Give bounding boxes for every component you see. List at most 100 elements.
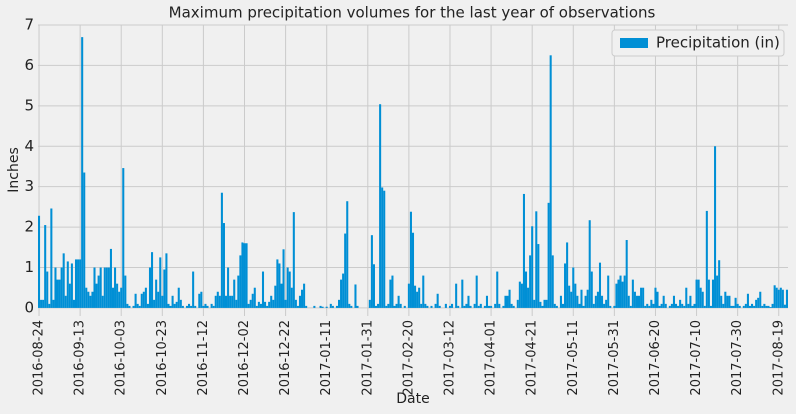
bar (68, 283, 71, 308)
bar (783, 304, 786, 308)
bar (607, 275, 610, 308)
bar (664, 303, 667, 308)
bar (116, 283, 119, 308)
bar (461, 279, 464, 308)
bar (748, 305, 752, 308)
bar (732, 305, 735, 308)
bar (151, 252, 154, 308)
bar (114, 267, 117, 308)
bar (586, 289, 589, 308)
bar (545, 299, 548, 308)
bar (763, 303, 766, 308)
bar (594, 295, 597, 308)
bar (601, 295, 604, 308)
bar (434, 303, 437, 308)
bar (111, 287, 115, 308)
bar (124, 275, 127, 308)
bar (640, 287, 643, 308)
x-tick-label: 2016-11-12 (196, 320, 211, 396)
bar (757, 297, 760, 308)
bar (584, 295, 587, 308)
bar (621, 281, 624, 308)
bar (496, 271, 499, 308)
bar (746, 293, 749, 308)
bar (753, 305, 756, 308)
bar (132, 305, 135, 308)
x-tick-label: 2017-02-20 (401, 320, 416, 396)
x-tick-label: 2017-03-12 (442, 320, 457, 396)
bar (292, 212, 295, 308)
bar (305, 305, 308, 308)
legend-swatch (620, 38, 648, 48)
bar (344, 233, 347, 308)
bar (672, 295, 675, 308)
bar (126, 303, 129, 308)
bar (623, 275, 626, 308)
bar (79, 259, 82, 308)
chart-title: Maximum precipitation volumes for the la… (169, 4, 656, 22)
bar (761, 305, 764, 308)
bar (70, 263, 73, 308)
bar (531, 226, 534, 308)
bar (522, 193, 525, 308)
bar (681, 303, 684, 308)
bar (251, 293, 254, 308)
bar (194, 305, 197, 308)
bar (570, 291, 573, 308)
bar (249, 299, 252, 308)
bar (42, 299, 45, 308)
bar (506, 295, 509, 308)
bar (165, 253, 168, 308)
bar (679, 299, 682, 308)
bar (387, 303, 390, 308)
bar (241, 242, 244, 308)
bar (638, 295, 641, 308)
bar (596, 291, 599, 308)
bar (469, 305, 472, 308)
bar (403, 305, 406, 308)
bar (605, 299, 608, 308)
bar (368, 299, 371, 308)
bar (179, 299, 182, 308)
bar (502, 305, 505, 308)
bar (91, 291, 94, 308)
bar (58, 279, 61, 308)
bar (769, 307, 772, 308)
bar (245, 243, 248, 308)
y-tick-label: 4 (24, 137, 34, 155)
bar (473, 303, 476, 308)
bar (389, 279, 392, 308)
bar (426, 305, 429, 308)
y-tick-label: 6 (24, 56, 34, 74)
x-tick-label: 2017-01-11 (319, 320, 334, 396)
bar (718, 260, 721, 308)
bar (268, 301, 271, 308)
bar (691, 305, 694, 308)
bar (689, 295, 692, 308)
bar (286, 267, 289, 308)
bar (95, 283, 98, 308)
bar (625, 240, 628, 308)
bar (714, 146, 717, 308)
bar (716, 275, 719, 308)
bar (580, 289, 583, 308)
bar (198, 293, 201, 308)
bar (321, 306, 324, 308)
bar (566, 242, 569, 308)
bar (701, 291, 704, 308)
bar (724, 291, 727, 308)
bar (190, 305, 193, 308)
bar (175, 301, 178, 308)
bar (212, 305, 215, 308)
bar (206, 305, 209, 308)
bar (107, 267, 110, 308)
bar (243, 243, 246, 308)
bar (224, 295, 228, 308)
bar (709, 305, 712, 308)
bar (350, 305, 353, 308)
bar (301, 289, 304, 308)
bar (650, 299, 653, 308)
bar (259, 303, 262, 308)
